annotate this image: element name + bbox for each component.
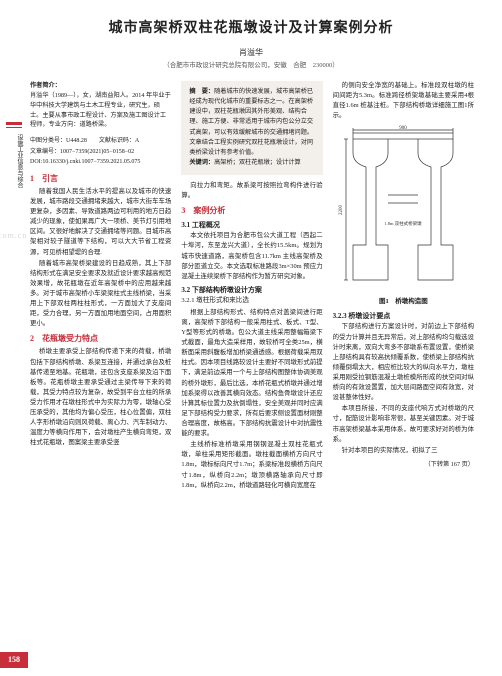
s323-p2: 本项目所接，不同的支座代响方式对桥墩的尺寸，配筋设计影响非常很，基至关键因素。对… xyxy=(333,404,474,444)
s31-heading: 3.1 工程概况 xyxy=(181,220,322,231)
column-2: 摘 要：随着城市的快速发展，城市高架桥已经成为现代化城市的重要标志之一。在高架桥… xyxy=(181,81,322,492)
s322-p: 主线桥标准桥墩采用钢钢混凝土双柱花瓶式墩，单柱采用矩形截面。墩柱截面横桥方向尺寸… xyxy=(181,440,322,491)
s323-p3: 针对本项目的实际情况，初拟了三 xyxy=(333,446,474,456)
s32-heading: 3.2 下部结构桥墩设计方案 xyxy=(181,285,322,296)
meta-doi: DOI:10.16330/j.cnki.1007−7359.2021.05.07… xyxy=(30,157,171,167)
affiliation: （合肥市市政设计研究总院有限公司，安徽 合肥 230000） xyxy=(30,61,472,71)
column-1: 作者简介： 肖溢华（1989—），女，湖南益阳人。2014 年毕业于华中科技大学… xyxy=(30,81,171,492)
dim-label: 1.8m 双柱式桥梁墩 xyxy=(385,220,423,227)
content-area: 作者简介： 肖溢华（1989—），女，湖南益阳人。2014 年毕业于华中科技大学… xyxy=(0,75,502,492)
column-3: 的侧向安全净宽的基础上。标准段双柱墩的柱间间距为5.3m。标准跨径桥架墩基础主要… xyxy=(333,81,474,492)
article-meta: 中图分类号：U448.28 文献标识码：A 文章编号：1007−7359(202… xyxy=(30,136,171,167)
s323-heading: 3.2.3 桥墩设计要点 xyxy=(333,311,474,322)
keywords-text: 高架桥；双柱花瓶墩；设计计算 xyxy=(214,159,301,166)
article-title: 城市高架桥双柱花瓶墩设计及计算案例分析 xyxy=(30,18,472,39)
side-category-tab: 设施工业信息与综合 xyxy=(8,130,22,192)
section-1-heading: 1 引言 xyxy=(30,173,171,185)
meta-class: 中图分类号：U448.28 文献标识码：A xyxy=(30,136,171,146)
s323-p1: 下部结构进行方案设计时，对前边上下部结构的受力计算并且无异常后，对上部结构均匀载… xyxy=(333,322,474,403)
header: 城市高架桥双柱花瓶墩设计及计算案例分析 肖溢华 （合肥市市政设计研究总院有限公司… xyxy=(0,0,502,75)
c3-top: 的侧向安全净宽的基础上。标准段双柱墩的柱间间距为5.3m。标准跨径桥架墩基础主要… xyxy=(333,81,474,121)
s2-p1: 桥墩主要承受上部结构传递下来的荷载，桥墩包括下部结构桥墩、系梁互连接，并通过承台… xyxy=(30,347,171,448)
watermark: com.cn xyxy=(0,230,27,242)
s1-p2: 随着城市高架桥梁建设的日趋成熟，其上下部结构形式在满足安全要求及就近设计要求越高… xyxy=(30,259,171,330)
intro-text: 肖溢华（1989—），女，湖南益阳人。2014 年毕业于华中科技大学建筑与土木工… xyxy=(30,92,171,129)
meta-id: 文章编号：1007−7359(2021)05−0158−02 xyxy=(30,147,171,157)
section-3-heading: 3 案例分析 xyxy=(181,205,322,217)
abstract-box: 摘 要：随着城市的快速发展，城市高架桥已经成为现代化城市的重要标志之一。在高架桥… xyxy=(181,81,322,175)
dim-900: 900 xyxy=(400,126,408,131)
dim-2200: 2200 xyxy=(339,205,344,216)
abstract-label: 摘 要： xyxy=(189,88,214,95)
section-2-heading: 2 花瓶墩受力特点 xyxy=(30,333,171,345)
abstract-text: 随着城市的快速发展，城市高架桥已经成为现代化城市的重要标志之一。在高架桥建设中，… xyxy=(189,88,313,156)
red-bar2-icon xyxy=(6,127,22,128)
author-intro: 作者简介： 肖溢华（1989—），女，湖南益阳人。2014 年毕业于华中科技大学… xyxy=(30,81,171,131)
s1-p1: 随着我国人民生活水平的提高以及城市的快速发展，城市路段交通拥堵来越大，城市大街车… xyxy=(30,187,171,258)
red-bar-icon xyxy=(6,122,22,125)
s321-heading: 3.2.1 墩柱形式和来比选 xyxy=(181,296,322,306)
figure-1-caption: 图1 桥墩构造图 xyxy=(333,297,474,307)
pier-diagram-icon: 900 2200 1.8m 双柱式桥梁墩 xyxy=(338,125,468,295)
s31-p: 本文依托项目为合肥市包公大道工程（西起二十埠河，东至龙兴大道），全长约15.5k… xyxy=(181,231,322,282)
page-number: 158 xyxy=(0,652,28,668)
figure-1: 900 2200 1.8m 双柱式桥梁墩 图1 桥墩构造图 xyxy=(333,125,474,307)
intro-heading: 作者简介： xyxy=(30,82,61,89)
s321-p: 根据上部结构形式、结构特点对盖梁间进行距离，高架桥下部结构一般采用柱式、板式、T… xyxy=(181,308,322,439)
c2-top: 向拉力和弯矩。故系梁可按照拉弯构件进行验算。 xyxy=(181,181,322,201)
continued-note: （下转第 167 页） xyxy=(333,460,474,469)
keywords-label: 关键词： xyxy=(189,159,214,166)
author-name: 肖溢华 xyxy=(30,47,472,59)
